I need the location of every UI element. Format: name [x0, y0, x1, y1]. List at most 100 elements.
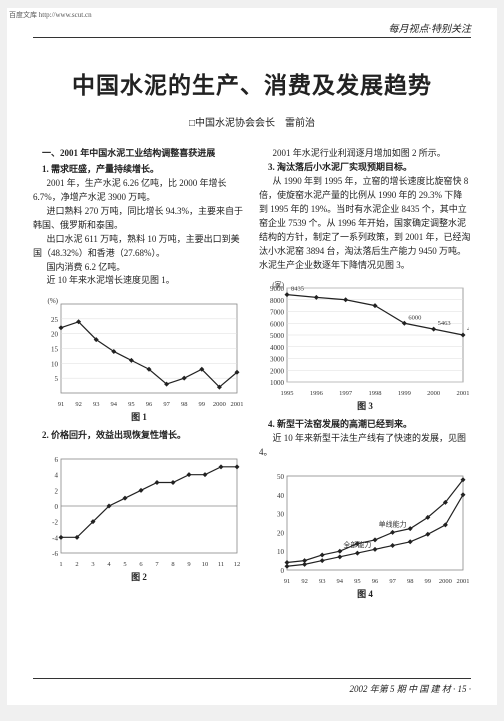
svg-text:96: 96: [146, 401, 153, 408]
source-watermark: 百度文库 http://www.scut.cn: [9, 10, 92, 20]
svg-text:92: 92: [301, 578, 308, 585]
svg-text:40: 40: [277, 492, 285, 500]
svg-text:5000: 5000: [270, 332, 285, 340]
chart-3-caption: 图 3: [259, 400, 471, 414]
para-l1: 2001 年，生产水泥 6.26 亿吨，比 2000 年增长 6.7%，净增产水…: [33, 177, 245, 205]
svg-text:1998: 1998: [369, 390, 382, 397]
svg-text:96: 96: [372, 578, 379, 585]
svg-text:5463: 5463: [438, 321, 451, 328]
svg-text:94: 94: [111, 401, 118, 408]
svg-text:1: 1: [59, 561, 62, 568]
svg-text:95: 95: [354, 578, 361, 585]
svg-text:91: 91: [58, 401, 65, 408]
svg-text:15: 15: [51, 346, 59, 354]
svg-text:4: 4: [107, 561, 111, 568]
right-column: 2001 年水泥行业利润逐月增加如图 2 所示。 3. 淘汰落后小水泥厂实现预期…: [259, 147, 471, 606]
svg-text:(%): (%): [48, 297, 59, 305]
svg-text:50: 50: [277, 473, 285, 481]
subhead-3: 3. 淘汰落后小水泥厂实现预期目标。: [259, 161, 471, 175]
svg-text:25: 25: [51, 316, 59, 324]
svg-text:3: 3: [91, 561, 94, 568]
svg-text:-4: -4: [52, 535, 58, 543]
subhead-2: 2. 价格回升，效益出现恢复性增长。: [33, 429, 245, 443]
svg-text:6000: 6000: [270, 321, 285, 329]
svg-text:98: 98: [407, 578, 414, 585]
svg-text:6: 6: [55, 456, 59, 464]
svg-text:2000: 2000: [439, 578, 452, 585]
svg-text:0: 0: [281, 567, 285, 575]
svg-text:6000: 6000: [408, 315, 421, 322]
svg-text:单线能力: 单线能力: [379, 520, 407, 529]
svg-text:(家): (家): [272, 280, 284, 289]
svg-text:2000: 2000: [270, 368, 285, 376]
svg-text:2001: 2001: [231, 401, 244, 408]
para-r2: 从 1990 年到 1995 年，立窑的增长速度比旋窑快 8 倍，使旋窑水泥产量…: [259, 175, 471, 273]
author-line: □中国水泥协会会长 雷前治: [33, 114, 471, 129]
svg-text:-6: -6: [52, 550, 58, 558]
svg-text:11: 11: [218, 561, 224, 568]
chart-4-caption: 图 4: [259, 588, 471, 602]
para-r1: 2001 年水泥行业利润逐月增加如图 2 所示。: [259, 147, 471, 161]
svg-text:6: 6: [139, 561, 143, 568]
subhead-1: 1. 需求旺盛，产量持续增长。: [33, 163, 245, 177]
svg-text:97: 97: [389, 578, 396, 585]
article-title: 中国水泥的生产、消费及发展趋势: [33, 66, 471, 100]
svg-text:98: 98: [181, 401, 188, 408]
svg-text:2: 2: [55, 488, 59, 496]
svg-text:1995: 1995: [281, 390, 294, 397]
chart-1-caption: 图 1: [33, 411, 245, 425]
svg-text:95: 95: [128, 401, 135, 408]
svg-text:1000: 1000: [270, 379, 285, 387]
svg-text:10: 10: [51, 361, 59, 369]
svg-text:9: 9: [187, 561, 190, 568]
chart-2-caption: 图 2: [33, 571, 245, 585]
svg-text:91: 91: [284, 578, 291, 585]
svg-text:7000: 7000: [270, 309, 285, 317]
svg-text:8000: 8000: [270, 297, 285, 305]
svg-text:8: 8: [171, 561, 174, 568]
para-l5: 近 10 年来水泥增长速度见图 1。: [33, 274, 245, 288]
svg-text:7: 7: [155, 561, 159, 568]
svg-text:2001: 2001: [457, 578, 470, 585]
svg-text:1997: 1997: [339, 390, 353, 397]
page-footer: 2002 年第 5 期 中 国 建 材 · 15 ·: [33, 678, 471, 695]
svg-text:2: 2: [75, 561, 78, 568]
subhead-4: 4. 新型干法窑发展的高潮已经到来。: [259, 418, 471, 432]
para-l2: 进口熟料 270 万吨，同比增长 94.3%，主要来自于韩国、俄罗斯和泰国。: [33, 205, 245, 233]
section-1-heading: 一、2001 年中国水泥工业结构调整喜获进展: [33, 147, 245, 161]
svg-text:93: 93: [319, 578, 326, 585]
svg-text:93: 93: [93, 401, 100, 408]
svg-text:20: 20: [277, 530, 285, 538]
section-header-right: 每月视点·特别关注: [33, 20, 471, 38]
left-column: 一、2001 年中国水泥工业结构调整喜获进展 1. 需求旺盛，产量持续增长。 2…: [33, 147, 245, 606]
svg-text:92: 92: [75, 401, 82, 408]
svg-text:99: 99: [425, 578, 432, 585]
svg-text:5: 5: [123, 561, 126, 568]
svg-text:1999: 1999: [398, 390, 411, 397]
svg-text:1996: 1996: [310, 390, 324, 397]
svg-text:5: 5: [55, 376, 59, 384]
svg-text:12: 12: [234, 561, 241, 568]
chart-4: 0102030405091929394959697989920002001单线能…: [259, 466, 471, 602]
svg-text:20: 20: [51, 331, 59, 339]
svg-text:30: 30: [277, 511, 285, 519]
svg-text:97: 97: [163, 401, 170, 408]
para-l4: 国内消费 6.2 亿吨。: [33, 261, 245, 275]
svg-text:2000: 2000: [213, 401, 226, 408]
chart-1: 51015202591929394959697989920002001(%) 图…: [33, 294, 245, 425]
svg-text:4: 4: [55, 472, 59, 480]
svg-text:10: 10: [202, 561, 209, 568]
svg-text:4997: 4997: [467, 326, 469, 333]
svg-text:全部能力: 全部能力: [343, 540, 371, 549]
para-l3: 出口水泥 611 万吨，熟料 10 万吨，主要出口到美国（48.32%）和香港（…: [33, 233, 245, 261]
chart-3: 1000200030004000500060007000800090001995…: [259, 278, 471, 414]
svg-text:3000: 3000: [270, 356, 285, 364]
svg-text:8435: 8435: [291, 286, 304, 293]
svg-text:-2: -2: [52, 519, 58, 527]
para-r3: 近 10 年来新型干法生产线有了快速的发展，见图 4。: [259, 432, 471, 460]
svg-text:2001: 2001: [457, 390, 470, 397]
chart-2: -6-4-20246123456789101112 图 2: [33, 449, 245, 585]
svg-text:0: 0: [55, 503, 59, 511]
svg-text:2000: 2000: [427, 390, 440, 397]
svg-text:4000: 4000: [270, 344, 285, 352]
